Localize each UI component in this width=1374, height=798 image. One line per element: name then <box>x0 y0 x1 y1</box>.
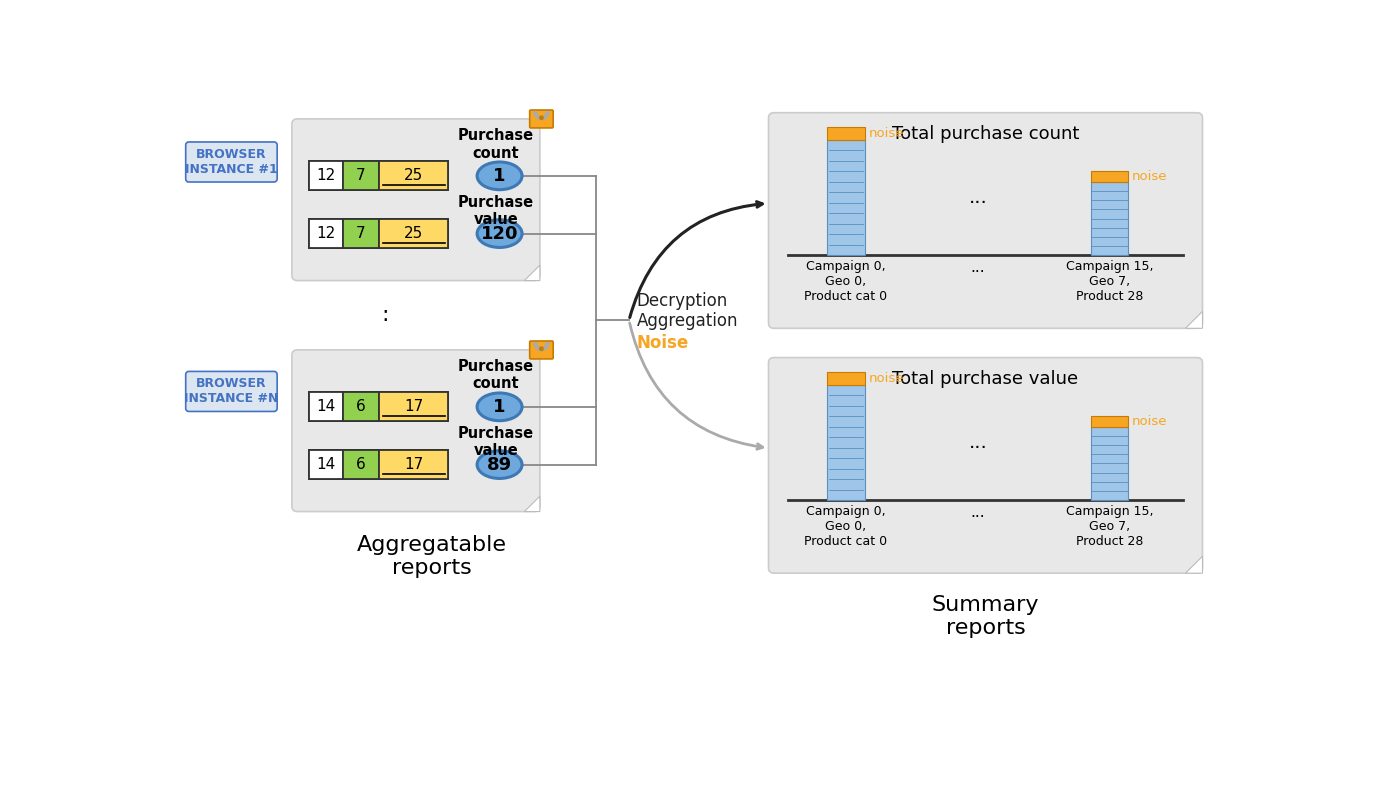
Bar <box>344 392 379 421</box>
Text: 1: 1 <box>493 167 506 185</box>
Text: 1: 1 <box>493 398 506 416</box>
Text: ...: ... <box>970 504 985 519</box>
Text: 120: 120 <box>481 224 518 243</box>
Text: noise: noise <box>1132 415 1168 428</box>
Bar <box>309 219 344 248</box>
Text: ...: ... <box>969 433 987 452</box>
Text: :: : <box>381 305 389 326</box>
Text: Purchase
count: Purchase count <box>458 359 533 392</box>
Ellipse shape <box>477 393 522 421</box>
Bar <box>309 161 344 191</box>
Bar <box>344 450 379 480</box>
FancyBboxPatch shape <box>185 371 278 412</box>
Text: 12: 12 <box>316 226 335 241</box>
FancyBboxPatch shape <box>185 142 278 182</box>
Text: 25: 25 <box>404 168 423 184</box>
Bar <box>379 161 448 191</box>
Ellipse shape <box>477 162 522 190</box>
Bar <box>309 219 448 248</box>
Bar <box>309 450 344 480</box>
Bar <box>827 128 864 140</box>
Text: ...: ... <box>970 260 985 275</box>
Text: 12: 12 <box>316 168 335 184</box>
Bar <box>309 392 448 421</box>
Text: 6: 6 <box>356 399 365 414</box>
Text: ...: ... <box>969 188 987 207</box>
Text: 89: 89 <box>486 456 513 473</box>
Text: Campaign 0,
Geo 0,
Product cat 0: Campaign 0, Geo 0, Product cat 0 <box>804 504 888 547</box>
Text: 7: 7 <box>356 168 365 184</box>
Bar <box>1091 427 1128 500</box>
Text: 7: 7 <box>356 226 365 241</box>
Text: Purchase
count: Purchase count <box>458 128 533 160</box>
Text: Noise: Noise <box>636 334 688 352</box>
Text: Decryption
Aggregation: Decryption Aggregation <box>636 291 738 330</box>
Ellipse shape <box>477 219 522 247</box>
Text: Total purchase value: Total purchase value <box>893 370 1079 388</box>
Polygon shape <box>525 496 540 512</box>
FancyBboxPatch shape <box>768 358 1202 573</box>
Bar <box>309 161 448 191</box>
Bar <box>379 219 448 248</box>
Text: 17: 17 <box>404 457 423 472</box>
Polygon shape <box>525 265 540 281</box>
Text: 25: 25 <box>404 226 423 241</box>
Text: noise: noise <box>868 372 904 385</box>
Circle shape <box>539 116 544 120</box>
Bar <box>344 219 379 248</box>
Bar <box>827 385 864 500</box>
Text: 14: 14 <box>316 399 335 414</box>
Text: Total purchase count: Total purchase count <box>892 125 1079 143</box>
FancyBboxPatch shape <box>530 341 554 359</box>
Bar <box>379 450 448 480</box>
Text: Purchase
value: Purchase value <box>458 195 533 227</box>
Text: 6: 6 <box>356 457 365 472</box>
Text: Campaign 0,
Geo 0,
Product cat 0: Campaign 0, Geo 0, Product cat 0 <box>804 260 888 302</box>
Text: Campaign 15,
Geo 7,
Product 28: Campaign 15, Geo 7, Product 28 <box>1066 504 1153 547</box>
Text: BROWSER
INSTANCE #1: BROWSER INSTANCE #1 <box>185 148 278 176</box>
FancyBboxPatch shape <box>291 119 540 281</box>
Ellipse shape <box>477 451 522 479</box>
Bar <box>309 392 344 421</box>
Bar <box>379 392 448 421</box>
Polygon shape <box>1186 556 1202 573</box>
Circle shape <box>539 346 544 351</box>
FancyBboxPatch shape <box>530 110 554 128</box>
Text: BROWSER
INSTANCE #N: BROWSER INSTANCE #N <box>184 377 279 405</box>
Text: noise: noise <box>868 127 904 140</box>
Text: 14: 14 <box>316 457 335 472</box>
Polygon shape <box>1186 311 1202 328</box>
Text: noise: noise <box>1132 170 1168 183</box>
Bar <box>1091 416 1128 427</box>
Text: Purchase
value: Purchase value <box>458 426 533 459</box>
Text: Aggregatable
reports: Aggregatable reports <box>356 535 507 578</box>
Bar <box>1091 172 1128 182</box>
Text: 17: 17 <box>404 399 423 414</box>
FancyBboxPatch shape <box>768 113 1202 328</box>
Bar <box>344 161 379 191</box>
Bar <box>827 140 864 255</box>
Text: Summary
reports: Summary reports <box>932 595 1039 638</box>
Text: Campaign 15,
Geo 7,
Product 28: Campaign 15, Geo 7, Product 28 <box>1066 260 1153 302</box>
Bar <box>309 450 448 480</box>
Bar <box>827 372 864 385</box>
FancyBboxPatch shape <box>291 350 540 512</box>
Bar <box>1091 182 1128 255</box>
